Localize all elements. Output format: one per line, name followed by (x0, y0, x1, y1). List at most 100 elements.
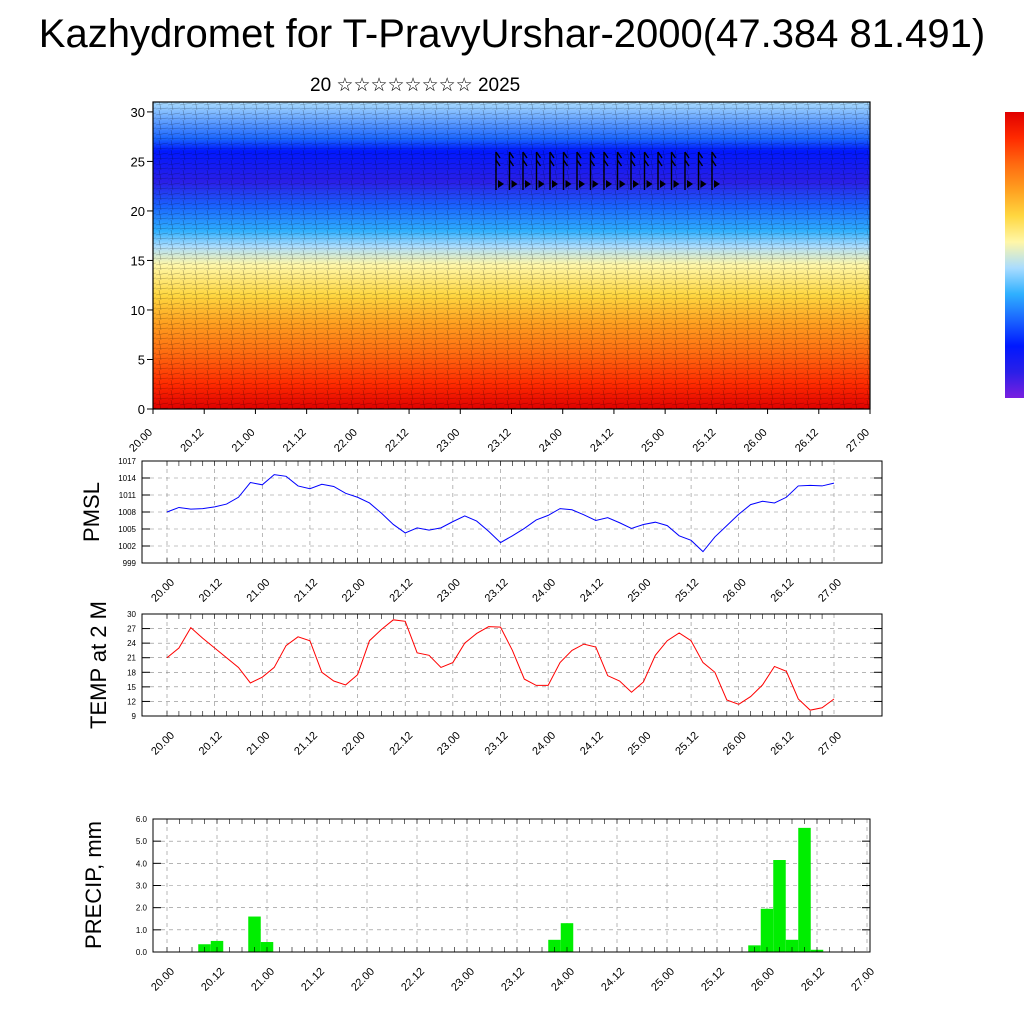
x-tick-label: 25.00 (639, 427, 667, 455)
x-tick-label: 21.12 (299, 966, 327, 994)
x-tick-label: 20.12 (199, 966, 227, 994)
wind-barb-flag (646, 180, 653, 188)
wind-barb-flag (673, 180, 680, 188)
y-tick-label: 2.0 (136, 904, 148, 913)
x-tick-label: 20.00 (149, 730, 177, 758)
precip-axis-label: PRECIP, mm (81, 821, 106, 949)
precip-bar (560, 923, 574, 952)
x-tick-label: 24.12 (578, 730, 606, 758)
temp-x-axis: 20.00 20.12 21.00 21.12 22.00 22.12 23.00 23.12… (149, 614, 844, 758)
y-tick-label: 18 (127, 668, 136, 677)
y-tick-label: 1011 (119, 491, 137, 500)
x-tick-label: 25.12 (699, 966, 727, 994)
temp-panel: 9 12 15 18 21 24 27 30 20.00 20.12 21.00 21.12 22.0… (86, 601, 883, 758)
wind-barb-flag (606, 180, 612, 188)
precip-bar (548, 939, 561, 952)
wind-barb-flag (498, 180, 504, 188)
x-tick-label: 25.00 (649, 966, 677, 994)
precip-bar (210, 940, 224, 952)
y-tick-label: 1005 (118, 525, 136, 534)
x-tick-label: 22.00 (349, 966, 377, 994)
wind-barb-group (495, 151, 720, 190)
y-tick-label: 5.0 (136, 837, 148, 846)
x-tick-label: 21.12 (292, 730, 320, 758)
pmsl-x-axis: 20.00 20.12 21.00 21.12 22.00 22.12 23.00 23.12… (149, 461, 844, 605)
pmsl-grid (142, 460, 882, 564)
x-tick-label: 24.00 (530, 577, 558, 605)
y-tick-label: 15 (131, 253, 145, 268)
x-tick-label: 20.00 (127, 427, 155, 455)
wind-barb-flag (619, 180, 626, 188)
wind-barb-flag (565, 180, 572, 188)
x-tick-label: 26.00 (721, 577, 749, 605)
x-tick-label: 20.00 (149, 966, 177, 994)
x-tick-label: 24.00 (537, 427, 565, 455)
precip-y-axis: 0.0 1.0 2.0 3.0 4.0 5.0 6.0 (136, 815, 870, 957)
wind-barb (630, 151, 636, 190)
y-tick-label: 30 (127, 610, 136, 619)
y-tick-label: 24 (127, 639, 136, 648)
wind-barb (711, 151, 717, 190)
cross-section-panel: 0 5 10 15 20 25 30 20.00 20.12 21.00 21.12 22.00 22… (127, 101, 872, 455)
wind-barb-flag (714, 180, 720, 188)
x-tick-label: 20.12 (197, 730, 225, 758)
precip-bar-group (198, 827, 824, 952)
x-tick-label: 24.12 (578, 577, 606, 605)
x-tick-label: 26.12 (769, 577, 797, 605)
colorbar-strip (1005, 112, 1024, 398)
wind-barb (522, 151, 528, 190)
wind-barb-flag (579, 180, 585, 188)
temp-series-line (166, 619, 835, 711)
wind-barb-flag (687, 180, 693, 188)
x-tick-label: 21.00 (230, 427, 258, 455)
wind-barb (684, 151, 690, 190)
x-tick-label: 21.12 (292, 577, 320, 605)
y-tick-label: 9 (132, 712, 137, 721)
x-tick-label: 25.00 (626, 730, 654, 758)
y-tick-label: 3.0 (136, 882, 148, 891)
x-tick-label: 22.00 (340, 730, 368, 758)
x-tick-label: 23.00 (449, 966, 477, 994)
x-tick-label: 22.00 (332, 427, 360, 455)
temp-grid (142, 613, 882, 717)
x-tick-label: 24.12 (588, 427, 616, 455)
pmsl-series-line (166, 474, 835, 553)
y-tick-label: 1014 (118, 474, 136, 483)
wind-barb (495, 151, 501, 190)
wind-barb-flag (552, 180, 558, 188)
wind-barb (562, 151, 569, 190)
wind-barb (508, 151, 515, 190)
wind-barb-flag (633, 180, 639, 188)
x-tick-label: 27.00 (844, 427, 872, 455)
y-tick-label: 0.0 (136, 948, 148, 957)
y-tick-label: 12 (127, 697, 136, 706)
x-tick-label: 26.00 (749, 966, 777, 994)
x-tick-label: 22.12 (387, 577, 415, 605)
x-tick-label: 24.00 (549, 966, 577, 994)
x-tick-label: 22.00 (340, 577, 368, 605)
x-tick-label: 26.12 (793, 427, 821, 455)
wind-barb (576, 151, 582, 190)
precip-grid (153, 818, 870, 953)
y-tick-label: 1002 (118, 542, 136, 551)
y-tick-label: 10 (131, 303, 145, 318)
y-tick-label: 20 (131, 204, 145, 219)
y-tick-label: 15 (127, 683, 136, 692)
x-tick-label: 24.12 (599, 966, 627, 994)
wind-barb (589, 151, 596, 190)
page-subtitle: 20 ☆☆☆☆☆☆☆☆ 2025 (310, 75, 521, 96)
y-tick-label: 1.0 (136, 926, 148, 935)
wind-barb (535, 151, 542, 190)
precip-bar (798, 827, 811, 952)
y-tick-label: 1017 (118, 457, 136, 466)
wind-barb (603, 151, 609, 190)
y-tick-label: 21 (127, 654, 136, 663)
x-tick-label: 25.12 (673, 577, 701, 605)
x-tick-label: 25.12 (691, 427, 719, 455)
precip-x-axis: 20.00 20.12 21.00 21.12 22.00 22.12 23.00 23.12… (149, 819, 877, 994)
y-tick-label: 5 (138, 352, 145, 367)
wind-barb-flag (538, 180, 545, 188)
x-tick-label: 22.12 (383, 427, 411, 455)
y-tick-label: 4.0 (136, 859, 148, 868)
